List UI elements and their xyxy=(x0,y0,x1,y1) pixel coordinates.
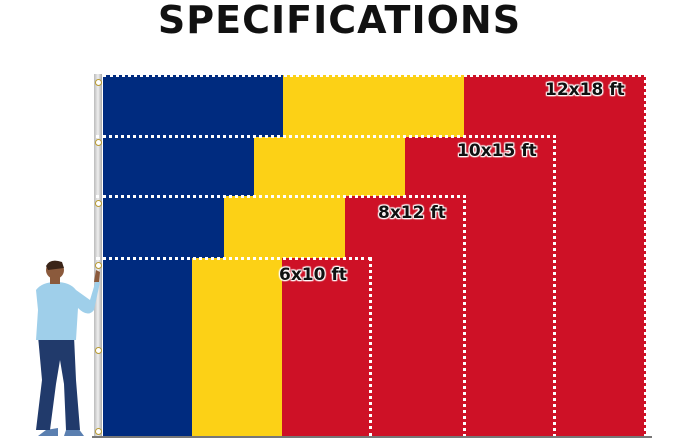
grommet xyxy=(95,79,102,86)
grommet xyxy=(95,347,102,354)
ground-line xyxy=(92,436,652,438)
size-label-10x15: 10x15 ft xyxy=(457,141,537,161)
size-label-6x10: 6x10 ft xyxy=(279,265,347,285)
size-label-8x12: 8x12 ft xyxy=(378,203,446,223)
person-illustration xyxy=(36,260,100,436)
grommet xyxy=(95,200,102,207)
flagpole xyxy=(94,74,102,438)
grommet xyxy=(95,139,102,146)
grommet xyxy=(95,262,102,269)
grommet xyxy=(95,428,102,435)
size-label-12x18: 12x18 ft xyxy=(545,80,625,100)
page-title: SPECIFICATIONS xyxy=(157,0,522,42)
flag-6x10 xyxy=(103,258,371,437)
